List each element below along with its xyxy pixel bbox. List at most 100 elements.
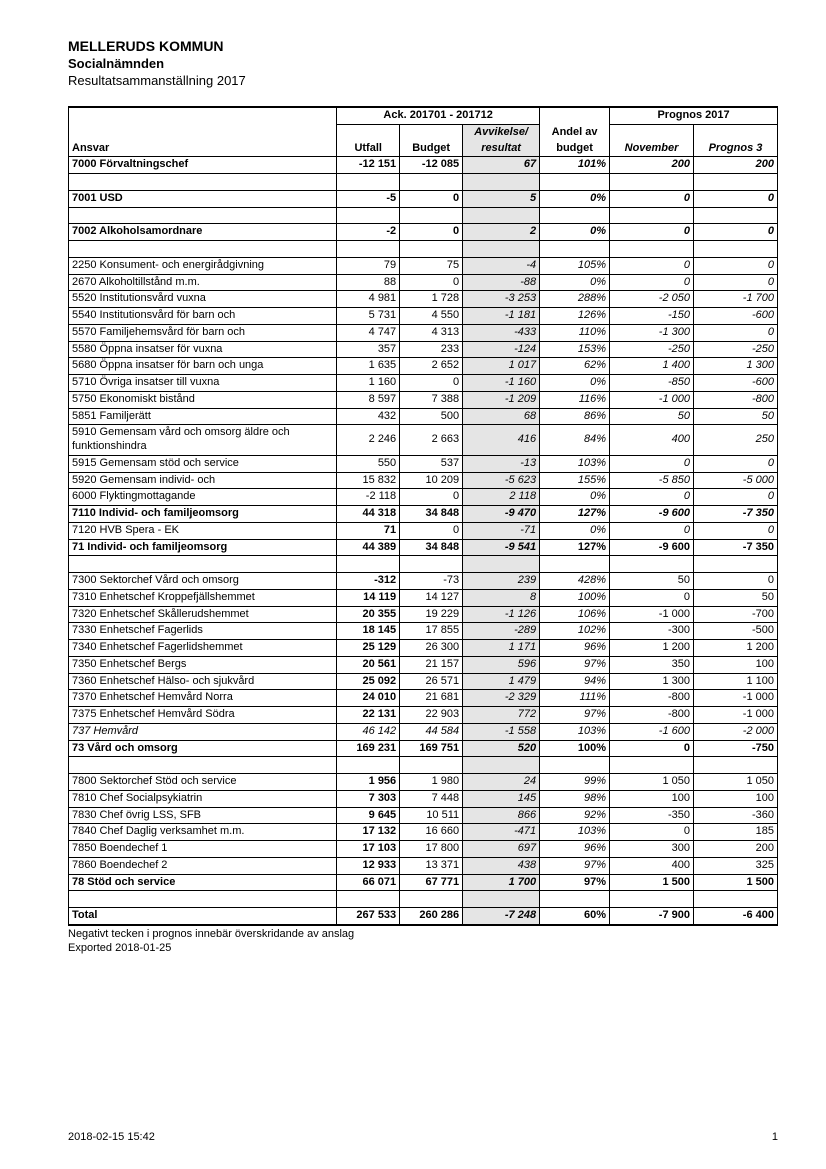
table-row: 5920 Gemensam individ- och15 83210 209-5… [69,472,778,489]
cell-label: 7810 Chef Socialpsykiatrin [69,790,337,807]
cell-prognos3: 1 050 [694,774,778,791]
cell-budget: 0 [400,224,463,241]
cell-prognos3: 0 [694,489,778,506]
cell-utfall: 25 129 [337,640,400,657]
cell-budget: 34 848 [400,506,463,523]
cell-november: 400 [610,425,694,456]
cell-andel: 86% [540,408,610,425]
col-ansvar: Ansvar [69,141,337,157]
table-row: 78 Stöd och service66 07167 7711 70097%1… [69,874,778,891]
cell-label: 5915 Gemensam stöd och service [69,455,337,472]
cell-utfall: 1 956 [337,774,400,791]
result-table: Ack. 201701 - 201712 Prognos 2017 Avvike… [68,106,778,926]
table-row: 7800 Sektorchef Stöd och service1 9561 9… [69,774,778,791]
cell-label: 6000 Flyktingmottagande [69,489,337,506]
cell-avvikelse: -4 [463,257,540,274]
cell-budget: 19 229 [400,606,463,623]
cell-utfall: 8 597 [337,391,400,408]
table-row: 7850 Boendechef 117 10317 80069796%30020… [69,841,778,858]
cell-budget: 26 300 [400,640,463,657]
table-row [69,174,778,191]
cell-andel: 428% [540,573,610,590]
cell-andel: 0% [540,522,610,539]
cell-andel: 126% [540,308,610,325]
cell-november: 1 300 [610,673,694,690]
cell-prognos3: 1 300 [694,358,778,375]
cell-andel: 97% [540,874,610,891]
cell-utfall: 550 [337,455,400,472]
cell-utfall: 1 160 [337,375,400,392]
cell-label: 5851 Familjerätt [69,408,337,425]
cell-label: 7310 Enhetschef Kroppefjällshemmet [69,589,337,606]
cell-prognos3: 0 [694,573,778,590]
cell-avvikelse: 239 [463,573,540,590]
cell-avvikelse: -2 329 [463,690,540,707]
cell-prognos3: 0 [694,324,778,341]
cell-utfall: 44 318 [337,506,400,523]
table-row: 5680 Öppna insatser för barn och unga1 6… [69,358,778,375]
cell-november: 0 [610,824,694,841]
table-row: 5750 Ekonomiskt bistånd8 5977 388-1 2091… [69,391,778,408]
table-row [69,241,778,258]
cell-utfall: 44 389 [337,539,400,556]
cell-budget: 7 448 [400,790,463,807]
cell-andel: 103% [540,723,610,740]
table-row: 7310 Enhetschef Kroppefjällshemmet14 119… [69,589,778,606]
cell-label: 7300 Sektorchef Vård och omsorg [69,573,337,590]
cell-budget: 0 [400,489,463,506]
table-row: 6000 Flyktingmottagande-2 11802 1180%00 [69,489,778,506]
cell-label: 7350 Enhetschef Bergs [69,656,337,673]
cell-november: 50 [610,408,694,425]
cell-prognos3: 100 [694,790,778,807]
cell-utfall: 4 747 [337,324,400,341]
cell-prognos3: -600 [694,375,778,392]
cell-avvikelse: 24 [463,774,540,791]
cell-utfall: 14 119 [337,589,400,606]
table-row: 7330 Enhetschef Fagerlids18 14517 855-28… [69,623,778,640]
cell-andel: 84% [540,425,610,456]
cell-avvikelse: -1 209 [463,391,540,408]
cell-prognos3: -1 700 [694,291,778,308]
table-row [69,757,778,774]
cell-andel: 103% [540,824,610,841]
cell-prognos3: 200 [694,157,778,174]
cell-prognos3: 100 [694,656,778,673]
cell-november: 400 [610,857,694,874]
table-row: 7000 Förvaltningschef-12 151-12 08567101… [69,157,778,174]
cell-andel: 105% [540,257,610,274]
cell-label: 7340 Enhetschef Fagerlidshemmet [69,640,337,657]
cell-andel: 127% [540,506,610,523]
cell-avvikelse: 772 [463,707,540,724]
cell-budget: 75 [400,257,463,274]
cell-utfall: 46 142 [337,723,400,740]
cell-utfall: -5 [337,190,400,207]
footer-note-2: Exported 2018-01-25 [68,942,778,954]
table-row: 7001 USD-5050%00 [69,190,778,207]
cell-november: 0 [610,274,694,291]
cell-budget: 7 388 [400,391,463,408]
cell-budget: 21 681 [400,690,463,707]
cell-budget: -12 085 [400,157,463,174]
col-prognos3: Prognos 3 [694,141,778,157]
cell-andel: 116% [540,391,610,408]
cell-prognos3: 1 100 [694,673,778,690]
cell-label: 5680 Öppna insatser för barn och unga [69,358,337,375]
cell-andel: 0% [540,190,610,207]
table-row: 5570 Familjehemsvård för barn och4 7474 … [69,324,778,341]
cell-prognos3: 50 [694,408,778,425]
cell-budget: 17 800 [400,841,463,858]
cell-budget: 1 980 [400,774,463,791]
cell-avvikelse: -433 [463,324,540,341]
cell-andel: 98% [540,790,610,807]
cell-label: 5580 Öppna insatser för vuxna [69,341,337,358]
cell-andel: 0% [540,224,610,241]
table-row: 2670 Alkoholtillstånd m.m.880-880%00 [69,274,778,291]
cell-label: 5750 Ekonomiskt bistånd [69,391,337,408]
cell-label: 7850 Boendechef 1 [69,841,337,858]
cell-budget: 16 660 [400,824,463,841]
cell-budget: 537 [400,455,463,472]
cell-label: 5540 Institutionsvård för barn och [69,308,337,325]
cell-prognos3: -800 [694,391,778,408]
cell-budget: 22 903 [400,707,463,724]
cell-utfall: 5 731 [337,308,400,325]
